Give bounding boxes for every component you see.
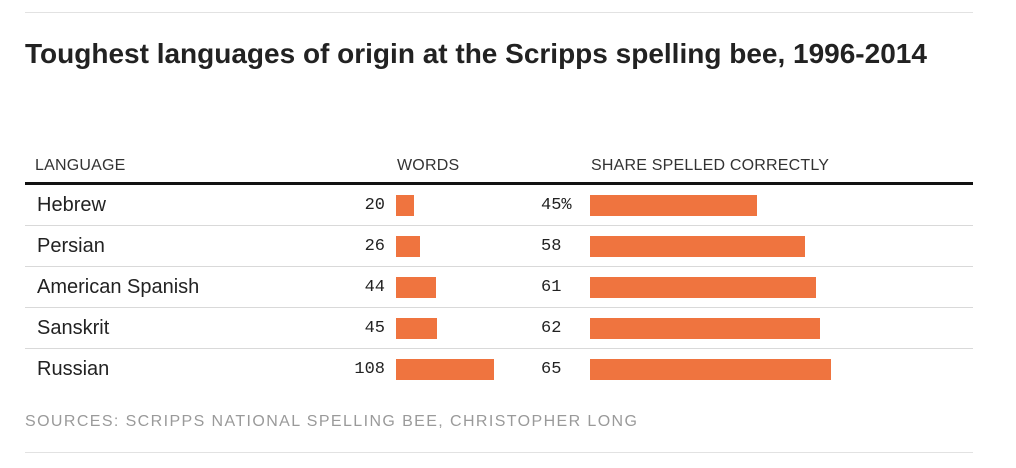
share-bar bbox=[590, 359, 831, 380]
top-divider bbox=[25, 12, 973, 13]
language-label: Russian bbox=[37, 358, 110, 380]
language-label: American Spanish bbox=[37, 276, 200, 298]
language-label: Persian bbox=[37, 235, 105, 257]
language-label: Sanskrit bbox=[37, 317, 110, 339]
words-bar bbox=[396, 359, 494, 380]
source-note: SOURCES: SCRIPPS NATIONAL SPELLING BEE, … bbox=[25, 413, 639, 430]
share-value-label: 58 bbox=[541, 237, 562, 256]
table-row: Sanskrit 45 62 bbox=[25, 308, 973, 349]
share-value-label: 65 bbox=[541, 360, 562, 379]
table-row: American Spanish 44 61 bbox=[25, 267, 973, 308]
share-value-label: 62 bbox=[541, 319, 562, 338]
words-value-label: 26 bbox=[364, 237, 385, 256]
share-bar bbox=[590, 318, 820, 339]
words-bar bbox=[396, 318, 437, 339]
language-label: Hebrew bbox=[37, 194, 106, 216]
table-body: Hebrew 20 45% Persian 26 58 American Spanish 44… bbox=[25, 185, 973, 390]
words-value-label: 44 bbox=[364, 278, 385, 297]
share-value-label: 61 bbox=[541, 278, 562, 297]
share-bar bbox=[590, 195, 757, 216]
table-row: Persian 26 58 bbox=[25, 226, 973, 267]
column-header-words: WORDS bbox=[397, 157, 460, 174]
words-value-label: 108 bbox=[354, 360, 385, 379]
chart-title: Toughest languages of origin at the Scri… bbox=[25, 38, 927, 69]
table-row: Russian 108 65 bbox=[25, 349, 973, 390]
bottom-divider bbox=[25, 452, 973, 453]
column-header-language: LANGUAGE bbox=[35, 157, 126, 174]
share-bar bbox=[590, 236, 805, 257]
share-value-label: 45% bbox=[541, 196, 572, 215]
column-header-share: SHARE SPELLED CORRECTLY bbox=[591, 157, 830, 174]
words-bar bbox=[396, 195, 414, 216]
words-bar bbox=[396, 277, 436, 298]
share-bar bbox=[590, 277, 816, 298]
words-value-label: 45 bbox=[364, 319, 385, 338]
words-value-label: 20 bbox=[364, 196, 385, 215]
header-divider bbox=[25, 182, 973, 185]
table-row: Hebrew 20 45% bbox=[25, 185, 973, 226]
words-bar bbox=[396, 236, 420, 257]
